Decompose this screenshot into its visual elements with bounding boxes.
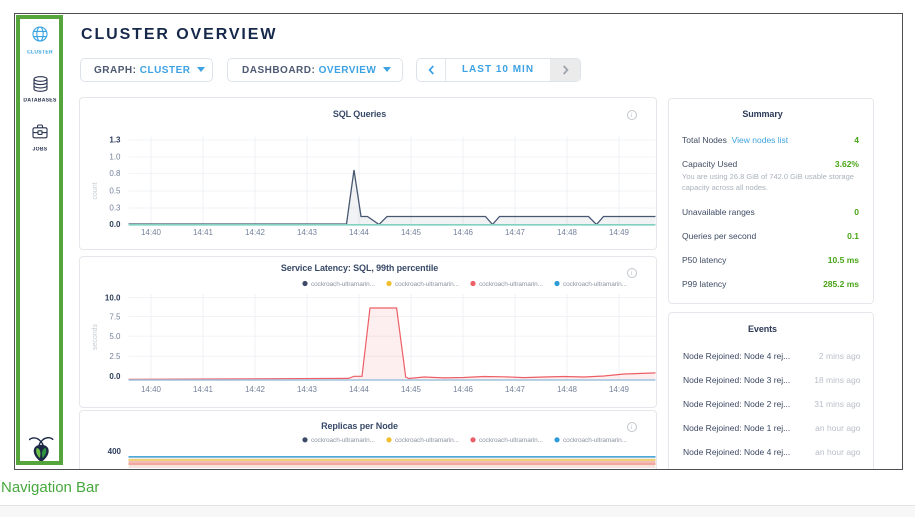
svg-text:count: count (92, 182, 99, 199)
svg-text:14:49: 14:49 (609, 385, 630, 394)
svg-text:14:44: 14:44 (349, 228, 370, 237)
svg-text:14:48: 14:48 (557, 228, 578, 237)
svg-text:7.5: 7.5 (109, 312, 121, 321)
svg-text:400: 400 (108, 447, 122, 456)
svg-text:0.0: 0.0 (109, 220, 121, 229)
svg-text:14:44: 14:44 (349, 385, 370, 394)
svg-text:14:47: 14:47 (505, 228, 526, 237)
svg-text:cockroach-ultramarin...: cockroach-ultramarin... (479, 437, 543, 444)
svg-text:14:46: 14:46 (453, 228, 474, 237)
svg-text:cockroach-ultramarin...: cockroach-ultramarin... (563, 437, 627, 444)
svg-text:14:41: 14:41 (193, 228, 214, 237)
svg-text:14:46: 14:46 (453, 385, 474, 394)
svg-text:cockroach-ultramarin...: cockroach-ultramarin... (563, 281, 627, 288)
svg-text:cockroach-ultramarin...: cockroach-ultramarin... (395, 437, 459, 444)
svg-text:14:47: 14:47 (505, 385, 526, 394)
svg-text:14:48: 14:48 (557, 385, 578, 394)
svg-text:cockroach-ultramarin...: cockroach-ultramarin... (479, 281, 543, 288)
svg-text:0.0: 0.0 (109, 372, 121, 381)
svg-text:cockroach-ultramarin...: cockroach-ultramarin... (311, 281, 375, 288)
svg-text:14:43: 14:43 (297, 385, 318, 394)
svg-text:14:45: 14:45 (401, 385, 422, 394)
svg-text:14:40: 14:40 (141, 228, 162, 237)
svg-text:0.5: 0.5 (109, 187, 121, 196)
svg-text:seconds: seconds (92, 323, 99, 350)
svg-text:14:49: 14:49 (609, 228, 630, 237)
svg-text:14:42: 14:42 (245, 228, 266, 237)
svg-text:1.0: 1.0 (109, 153, 121, 162)
svg-text:10.0: 10.0 (105, 293, 121, 302)
svg-text:cockroach-ultramarin...: cockroach-ultramarin... (395, 281, 459, 288)
svg-text:5.0: 5.0 (109, 332, 121, 341)
svg-text:0.3: 0.3 (109, 204, 121, 213)
svg-text:2.5: 2.5 (109, 352, 121, 361)
svg-text:14:45: 14:45 (401, 228, 422, 237)
svg-text:14:43: 14:43 (297, 228, 318, 237)
svg-text:cockroach-ultramarin...: cockroach-ultramarin... (311, 437, 375, 444)
svg-text:14:40: 14:40 (141, 385, 162, 394)
svg-text:14:42: 14:42 (245, 385, 266, 394)
svg-text:14:41: 14:41 (193, 385, 214, 394)
svg-text:0.8: 0.8 (109, 169, 121, 178)
svg-text:1.3: 1.3 (109, 136, 121, 145)
